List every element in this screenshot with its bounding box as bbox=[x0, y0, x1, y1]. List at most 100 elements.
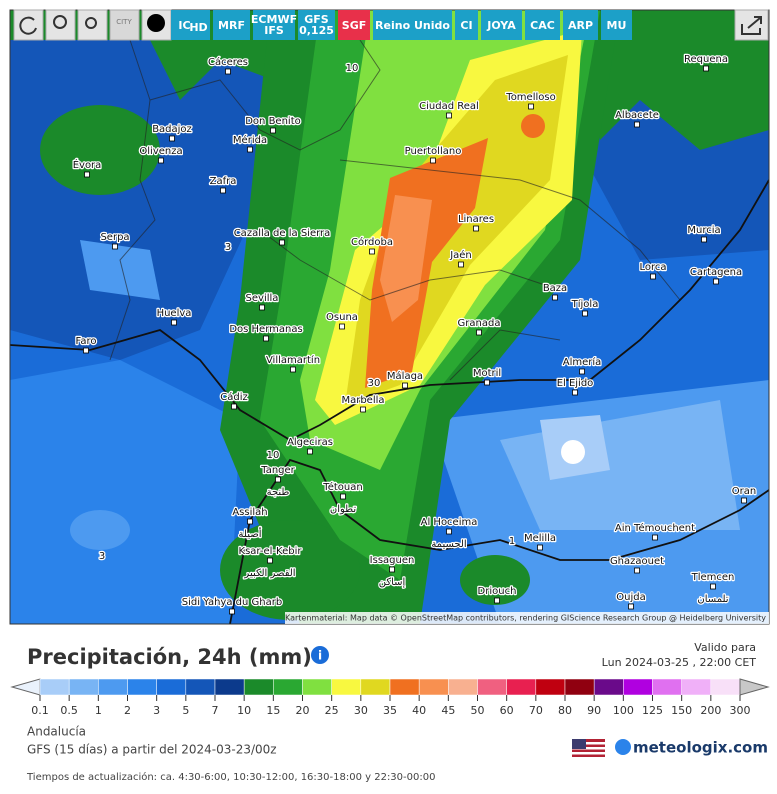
model-label: IC bbox=[178, 19, 190, 32]
coastline bbox=[10, 179, 769, 624]
city-label-alt: إساكن bbox=[379, 577, 406, 588]
model-button[interactable] bbox=[601, 10, 632, 40]
contour-label: 30 bbox=[368, 378, 381, 389]
model-label: SGF bbox=[342, 19, 366, 32]
location-icon bbox=[53, 15, 67, 29]
city-dot bbox=[270, 127, 276, 134]
legend-swatch bbox=[39, 678, 70, 696]
location-button[interactable] bbox=[45, 9, 76, 41]
city-label: Dos Hermanas bbox=[229, 324, 302, 335]
city-label: Don Benito bbox=[245, 116, 301, 127]
contour-label: 3 bbox=[99, 551, 105, 562]
model-button[interactable] bbox=[563, 10, 598, 40]
map[interactable] bbox=[10, 10, 769, 624]
legend-value: 10 bbox=[237, 704, 251, 717]
valid-label: Valido para bbox=[694, 641, 756, 654]
info-button[interactable] bbox=[311, 646, 329, 664]
model-label: 0,125 bbox=[299, 24, 334, 37]
city-label: Badajoz bbox=[152, 124, 192, 135]
legend-swatch bbox=[477, 678, 507, 696]
city-dot bbox=[247, 146, 253, 153]
city-dot bbox=[703, 65, 709, 72]
run-info: GFS (15 días) a partir del 2024-03-23/00… bbox=[27, 743, 277, 757]
legend-swatch bbox=[214, 678, 245, 696]
model-label: Reino Unido bbox=[375, 19, 450, 32]
legend-swatch bbox=[127, 678, 157, 696]
brand-logo bbox=[615, 739, 631, 755]
city-dot bbox=[628, 603, 634, 610]
model-button[interactable] bbox=[171, 10, 210, 40]
legend-value: 30 bbox=[354, 704, 368, 717]
city-label: Tíjola bbox=[571, 298, 599, 310]
city-dot bbox=[290, 366, 296, 373]
reload-button[interactable] bbox=[13, 9, 44, 41]
city-dot bbox=[402, 382, 408, 389]
city-dot bbox=[247, 518, 253, 525]
city-label: Oran bbox=[732, 486, 756, 497]
city-dot bbox=[307, 448, 313, 455]
legend-swatch bbox=[389, 678, 420, 696]
city-label: Granada bbox=[458, 318, 501, 329]
model-button[interactable] bbox=[455, 10, 478, 40]
city-label: Zafra bbox=[210, 176, 237, 187]
legend-value: 200 bbox=[700, 704, 721, 717]
legend-value: 70 bbox=[529, 704, 543, 717]
city-label: Málaga bbox=[387, 370, 423, 382]
city-dot bbox=[112, 243, 118, 250]
city-label: Requena bbox=[684, 54, 728, 65]
legend-swatch bbox=[68, 678, 99, 696]
contour-label: 10 bbox=[346, 63, 359, 74]
attribution: Kartenmaterial: Map data © OpenStreetMap… bbox=[285, 614, 766, 623]
city-label: Albacete bbox=[615, 110, 659, 121]
legend-value: 15 bbox=[266, 704, 280, 717]
model-button[interactable] bbox=[338, 10, 370, 40]
model-button[interactable] bbox=[213, 10, 250, 40]
model-label: GFS bbox=[304, 13, 329, 26]
city-button[interactable] bbox=[109, 9, 140, 41]
legend-swatch bbox=[448, 678, 478, 696]
legend-swatch bbox=[418, 678, 449, 696]
legend-swatch bbox=[535, 678, 566, 696]
model-button[interactable] bbox=[253, 10, 295, 40]
city-label: Marbella bbox=[341, 395, 384, 406]
city-dot bbox=[158, 157, 164, 164]
city-label: El Ejido bbox=[557, 378, 594, 389]
city-label: Motril bbox=[473, 368, 501, 379]
city-label: Mérida bbox=[233, 134, 267, 146]
legend-swatch bbox=[156, 678, 187, 696]
city-dot bbox=[701, 236, 707, 243]
model-button[interactable] bbox=[525, 10, 560, 40]
contour-label: 3 bbox=[225, 242, 231, 253]
city-dot bbox=[446, 528, 452, 535]
city-label-alt: القصر الكبير bbox=[243, 568, 295, 579]
legend-swatch bbox=[302, 678, 332, 696]
city-dot bbox=[259, 304, 265, 311]
model-label: MU bbox=[607, 19, 627, 32]
legend-value: 3 bbox=[153, 704, 160, 717]
city-label: Tlemcen bbox=[691, 572, 735, 583]
legend-value: 0.1 bbox=[31, 704, 49, 717]
legend-value: 5 bbox=[182, 704, 189, 717]
model-button[interactable] bbox=[481, 10, 522, 40]
city-dot bbox=[229, 608, 235, 615]
model-button[interactable] bbox=[298, 10, 335, 40]
flag[interactable] bbox=[572, 739, 605, 757]
legend-arrow-low bbox=[10, 678, 41, 696]
city-label-alt: تلمسان bbox=[697, 594, 728, 605]
city-dot bbox=[552, 294, 558, 301]
legend-swatch bbox=[98, 678, 128, 696]
city-label: Tomelloso bbox=[505, 92, 555, 103]
city-label: Tanger bbox=[260, 465, 295, 476]
legend-value: 90 bbox=[587, 704, 601, 717]
city-dot bbox=[652, 534, 658, 541]
zoom-button[interactable] bbox=[77, 9, 108, 41]
field bbox=[580, 10, 769, 150]
legend-swatch bbox=[185, 678, 216, 696]
city-label: Baza bbox=[543, 283, 567, 294]
model-button[interactable] bbox=[373, 10, 452, 40]
city-dot bbox=[83, 347, 89, 354]
field bbox=[561, 440, 585, 464]
model-label: CAC bbox=[530, 19, 555, 32]
city-label: Ksar-el-Kebir bbox=[239, 546, 303, 557]
legend-value: 0.5 bbox=[60, 704, 78, 717]
